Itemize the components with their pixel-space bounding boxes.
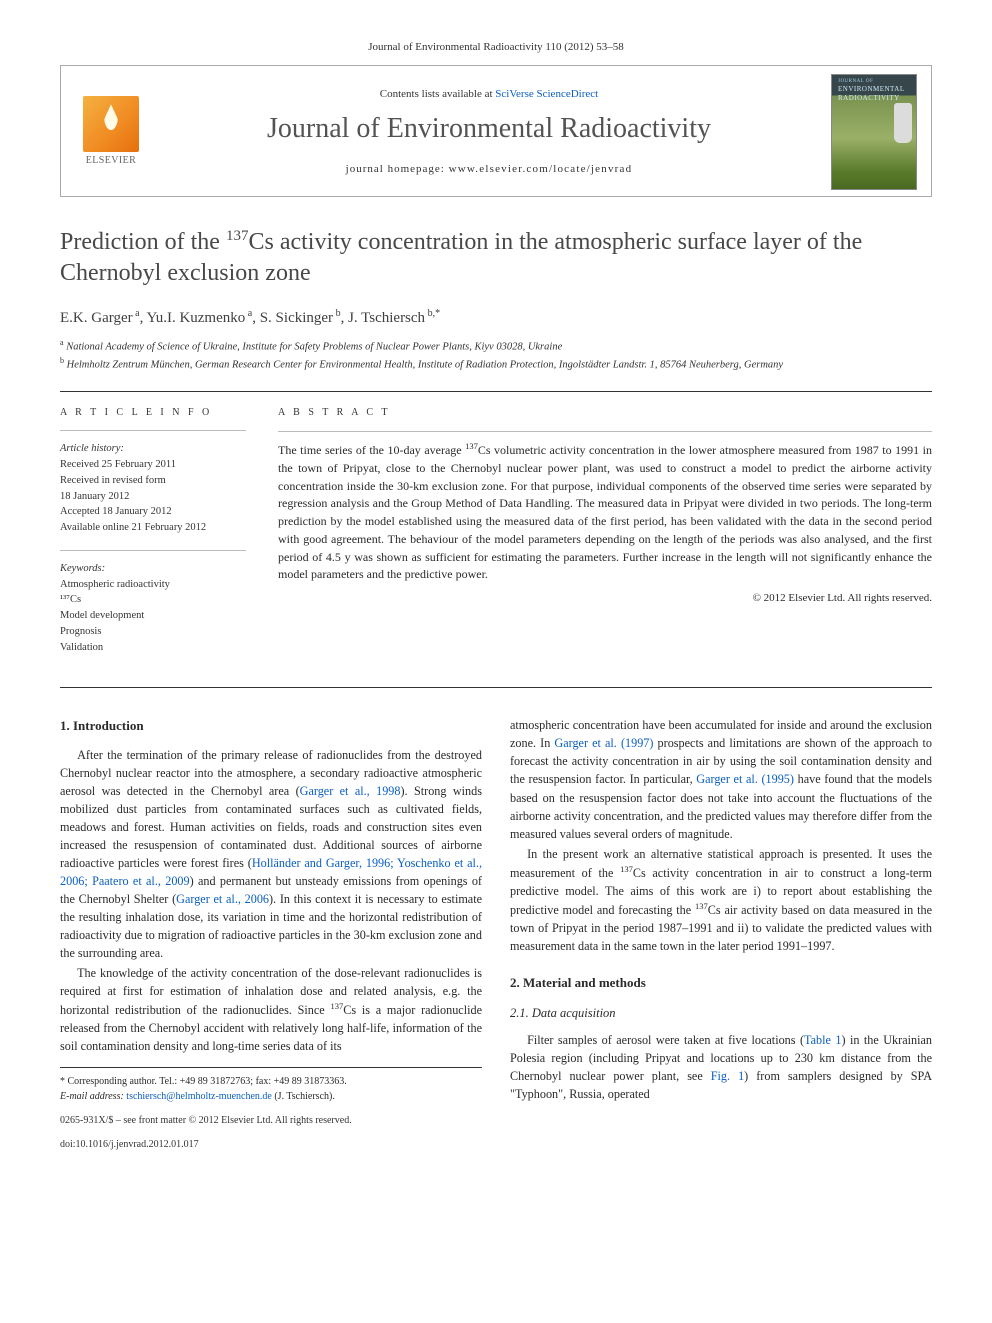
authors-line: E.K. Garger a, Yu.I. Kuzmenko a, S. Sick… [60,307,932,329]
isotope-sup: 137 [330,1001,343,1011]
paragraph: atmospheric concentration have been accu… [510,716,932,842]
article-info-panel: A R T I C L E I N F O Article history: R… [60,406,246,669]
paragraph: After the termination of the primary rel… [60,746,482,963]
isotope-sup: 137 [695,901,708,911]
abstract-panel: A B S T R A C T The time series of the 1… [278,406,932,669]
publisher-label: ELSEVIER [75,154,147,168]
section-heading: 1. Introduction [60,716,482,735]
cover-label: JOURNAL OF ENVIRONMENTAL RADIOACTIVITY [838,79,910,102]
divider-light [60,430,246,431]
affil-sup: b [60,356,64,365]
footnote-line: * Corresponding author. Tel.: +49 89 318… [60,1074,482,1089]
figure-link[interactable]: Fig. 1 [711,1069,744,1083]
title-isotope-sup: 137 [226,228,249,244]
publisher-logo: ELSEVIER [75,96,147,168]
corresponding-author-footnote: * Corresponding author. Tel.: +49 89 318… [60,1067,482,1104]
abstract-copyright: © 2012 Elsevier Ltd. All rights reserved… [278,590,932,606]
author: Yu.I. Kuzmenko [147,310,246,326]
author: E.K. Garger [60,310,133,326]
cover-label-line2: ENVIRONMENTAL RADIOACTIVITY [838,85,910,102]
author-affil-sup: b [333,308,341,319]
paragraph: In the present work an alternative stati… [510,845,932,955]
journal-homepage-line: journal homepage: www.elsevier.com/locat… [165,162,813,177]
article-info-heading: A R T I C L E I N F O [60,406,246,420]
abstract-segment: Cs volumetric activity concentration in … [278,443,932,581]
sciencedirect-link[interactable]: SciVerse ScienceDirect [495,88,598,100]
title-segment: Prediction of the [60,229,226,255]
abstract-isotope-sup: 137 [465,441,478,451]
article-history-block: Article history: Received 25 February 20… [60,441,246,536]
author: J. Tschiersch [348,310,425,326]
citation-link[interactable]: Garger et al. (1997) [554,736,653,750]
journal-title: Journal of Environmental Radioactivity [165,109,813,148]
keyword-line: Model development [60,608,246,624]
homepage-url[interactable]: www.elsevier.com/locate/jenvrad [449,163,633,175]
author: S. Sickinger [260,310,333,326]
citation-link[interactable]: Garger et al., 2006 [176,892,269,906]
abstract-segment: The time series of the 10-day average [278,443,465,457]
keyword-line: ¹³⁷Cs [60,592,246,608]
article-title: Prediction of the 137Cs activity concent… [60,227,932,288]
divider-light [278,431,932,432]
journal-cover-thumb: JOURNAL OF ENVIRONMENTAL RADIOACTIVITY [831,74,917,190]
cover-label-line1: JOURNAL OF [838,79,873,84]
journal-header-center: Contents lists available at SciVerse Sci… [165,87,813,177]
cover-image: JOURNAL OF ENVIRONMENTAL RADIOACTIVITY [831,74,917,190]
issn-line: 0265-931X/$ – see front matter © 2012 El… [60,1114,482,1128]
article-meta-row: A R T I C L E I N F O Article history: R… [60,406,932,669]
abstract-body: The time series of the 10-day average 13… [278,440,932,584]
footnote-block: * Corresponding author. Tel.: +49 89 318… [60,1067,482,1152]
text-run: Filter samples of aerosol were taken at … [527,1033,804,1047]
paragraph: The knowledge of the activity concentrat… [60,964,482,1055]
affiliations: a National Academy of Science of Ukraine… [60,337,932,374]
author-affil-sup: a [245,308,252,319]
email-link[interactable]: tschiersch@helmholtz-muenchen.de [126,1091,272,1102]
running-head: Journal of Environmental Radioactivity 1… [60,40,932,55]
contents-available-line: Contents lists available at SciVerse Sci… [165,87,813,102]
divider [60,687,932,688]
history-label: Article history: [60,441,246,457]
footnote-email-line: E-mail address: tschiersch@helmholtz-mue… [60,1089,482,1104]
homepage-prefix: journal homepage: [346,163,449,175]
keyword-line: Atmospheric radioactivity [60,577,246,593]
keyword-line: Validation [60,640,246,656]
affil-sup: a [60,338,64,347]
history-line: Accepted 18 January 2012 [60,504,246,520]
doi-line: doi:10.1016/j.jenvrad.2012.01.017 [60,1138,482,1152]
history-line: Available online 21 February 2012 [60,520,246,536]
section-heading: 2. Material and methods [510,973,932,992]
history-line: Received in revised form [60,473,246,489]
paragraph: Filter samples of aerosol were taken at … [510,1031,932,1103]
email-tail: (J. Tschiersch). [272,1091,335,1102]
keyword-line: Prognosis [60,624,246,640]
history-line: Received 25 February 2011 [60,457,246,473]
author-affil-sup: b,* [425,308,440,319]
affiliation-line: a National Academy of Science of Ukraine… [60,337,932,355]
citation-link[interactable]: Garger et al. (1995) [696,772,794,786]
abstract-heading: A B S T R A C T [278,406,932,421]
elsevier-tree-icon [83,96,139,152]
citation-link[interactable]: Garger et al., 1998 [300,784,401,798]
affiliation-line: b Helmholtz Zentrum München, German Rese… [60,355,932,373]
keywords-block: Keywords: Atmospheric radioactivity¹³⁷Cs… [60,561,246,656]
body-columns: 1. Introduction After the termination of… [60,716,932,1152]
history-line: 18 January 2012 [60,489,246,505]
journal-header: ELSEVIER Contents lists available at Sci… [60,65,932,197]
isotope-sup: 137 [620,864,633,874]
email-label: E-mail address: [60,1091,124,1102]
divider-light [60,550,246,551]
keywords-label: Keywords: [60,561,246,577]
table-link[interactable]: Table 1 [804,1033,841,1047]
divider [60,391,932,392]
subsection-heading: 2.1. Data acquisition [510,1004,932,1023]
author-affil-sup: a [133,308,140,319]
contents-prefix: Contents lists available at [380,88,495,100]
